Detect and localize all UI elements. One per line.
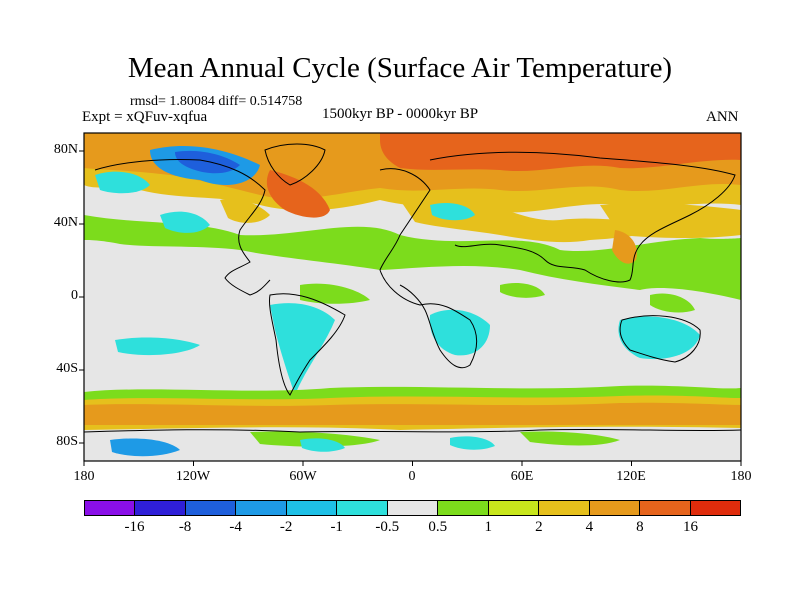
colorbar-segment: [286, 501, 338, 515]
canada-cold-core: [175, 150, 240, 174]
east-pacific-cool: [115, 337, 200, 356]
lon-label-60w: 60W: [289, 469, 317, 484]
colorbar-segment: [690, 501, 741, 515]
alaska-cold-patch: [95, 171, 150, 194]
na-cool: [160, 211, 210, 233]
antarctica-cold-2: [300, 436, 495, 452]
colorbar-label: 1: [484, 519, 493, 535]
stats-text: rmsd= 1.80084 diff= 0.514758: [130, 94, 303, 109]
colorbar-segment: [337, 501, 388, 515]
lat-label-40s: 40S: [56, 361, 78, 376]
lon-label-60e: 60E: [510, 469, 534, 484]
lon-label-120e: 120E: [616, 469, 646, 484]
greenland-coast: [264, 143, 326, 186]
colorbar-label: -8: [178, 519, 192, 535]
colorbar-label: -1: [330, 519, 343, 535]
colorbar-segment: [640, 501, 691, 515]
colorbar-segment: [488, 501, 540, 515]
europe-warm: [400, 197, 680, 243]
colorbar-label: 8: [636, 519, 644, 535]
antarctica-green: [250, 431, 620, 447]
experiment-label: Expt = xQFuv-xqfua: [82, 109, 208, 125]
colorbar-label: 0.5: [428, 519, 448, 535]
period-label: 1500kyr BP - 0000kyr BP: [322, 106, 479, 122]
colorbar-label: -4: [229, 519, 242, 535]
antarctica-coast: [84, 428, 741, 433]
siberia-cool: [430, 203, 475, 221]
lon-label-0: 0: [408, 469, 416, 484]
lat-label-40n: 40N: [53, 215, 78, 230]
arctic-red-band: [380, 133, 741, 172]
map-title: Mean Annual Cycle (Surface Air Temperatu…: [127, 52, 673, 84]
colorbar-label: -0.5: [375, 519, 400, 535]
asia-coast: [429, 151, 736, 283]
colorbar-label: -16: [124, 519, 145, 535]
tick-marks: [79, 150, 742, 466]
north-green-belt: [84, 215, 741, 300]
colorbar-segment: [589, 501, 641, 515]
antarctica-cold: [110, 438, 180, 457]
na-warm: [220, 198, 270, 223]
australia-coast: [619, 315, 701, 363]
colorbar-segment: [185, 501, 237, 515]
lon-label-180w: 180: [73, 469, 95, 484]
lat-label-80s: 80S: [56, 434, 78, 449]
colorbar-label: 2: [535, 519, 543, 535]
south-america-coast: [269, 293, 346, 396]
lon-label-120w: 120W: [175, 469, 211, 484]
colorbar-segment: [438, 501, 489, 515]
colorbar-label: 16: [682, 519, 698, 535]
colorbar-segment: [387, 501, 439, 515]
coastlines: [84, 143, 741, 433]
colorbar-segment: [85, 501, 136, 515]
map-field: [84, 133, 741, 461]
season-label: ANN: [706, 109, 739, 125]
north-america-coast: [94, 158, 271, 296]
colorbar-segment: [135, 501, 186, 515]
north-atlantic-warm: [266, 170, 330, 218]
southern-ocean-orange: [84, 402, 741, 425]
china-warm: [612, 230, 637, 264]
colorbar: [84, 500, 741, 516]
colorbar-segment: [236, 501, 287, 515]
south-america-cool: [270, 303, 335, 395]
africa-cool: [429, 309, 490, 356]
lat-label-80n: 80N: [53, 142, 78, 157]
europe-africa-coast: [379, 168, 478, 369]
australia-cool: [618, 316, 700, 360]
north-pacific-warm: [600, 202, 741, 239]
lon-label-180e: 180: [730, 469, 752, 484]
colorbar-label: 4: [585, 519, 594, 535]
lat-label-0: 0: [71, 288, 78, 303]
colorbar-label: -2: [279, 519, 293, 535]
colorbar-segment: [539, 501, 590, 515]
